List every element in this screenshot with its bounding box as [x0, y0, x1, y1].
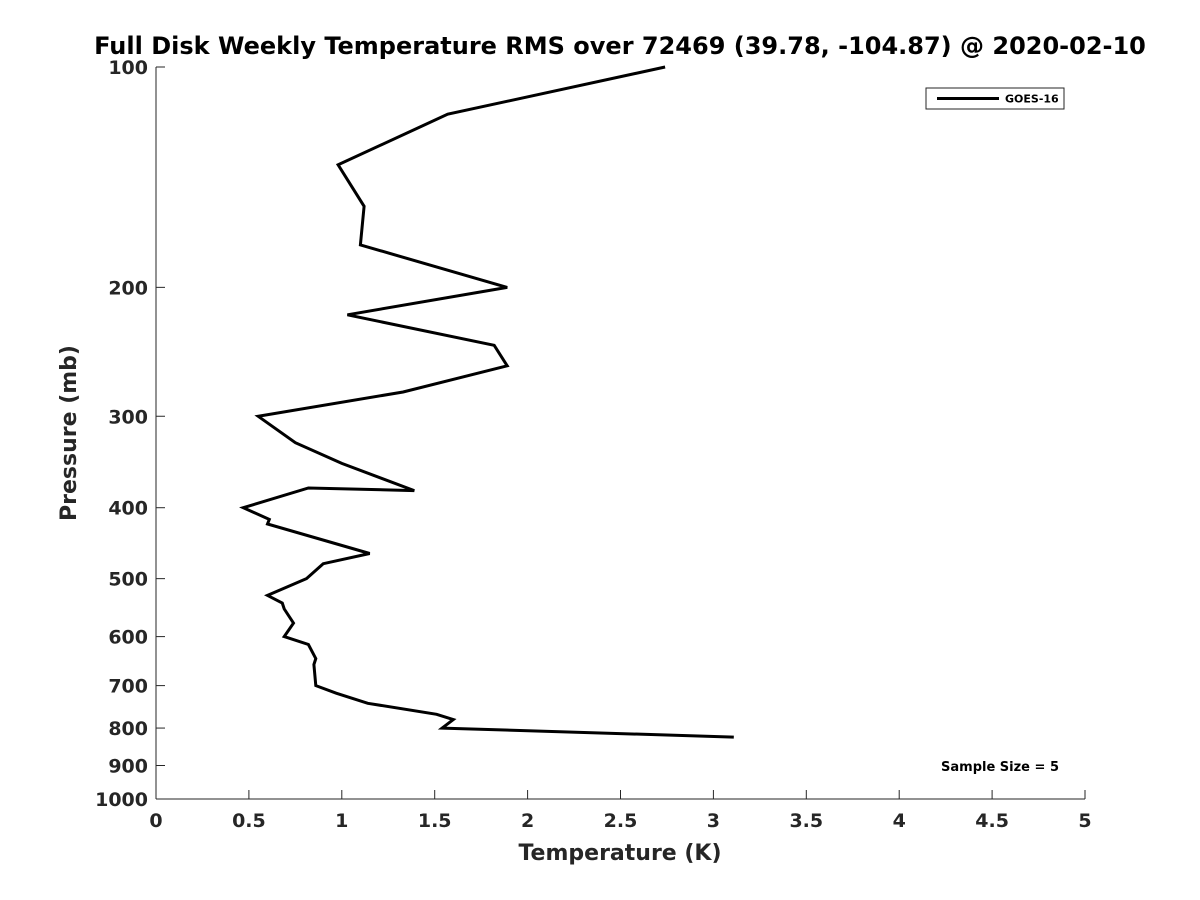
- y-tick-label: 1000: [95, 789, 148, 811]
- chart-title: Full Disk Weekly Temperature RMS over 72…: [94, 32, 1146, 60]
- sample-size-annotation: Sample Size = 5: [941, 760, 1059, 775]
- legend-label-goes-16: GOES-16: [1005, 93, 1059, 106]
- x-tick-label: 3: [707, 810, 720, 832]
- x-tick-label: 1.5: [418, 810, 452, 832]
- x-tick-label: 1: [335, 810, 348, 832]
- x-axis-label: Temperature (K): [518, 841, 721, 866]
- x-tick-label: 4.5: [975, 810, 1009, 832]
- x-tick-label: 2: [521, 810, 534, 832]
- plot-area: 0 0.5 1 1.5 2 2.5 3 3.5 4 4.5 5 100 200 300 400 500 600 7…: [95, 57, 1092, 832]
- y-tick-label: 900: [108, 756, 148, 778]
- y-tick-label: 200: [108, 277, 148, 299]
- y-tick-label: 700: [108, 676, 148, 698]
- y-tick-label: 500: [108, 569, 148, 591]
- x-tick-label: 4: [893, 810, 906, 832]
- legend: GOES-16: [925, 87, 1065, 110]
- x-tick-label: 0.5: [232, 810, 266, 832]
- y-tick-label: 100: [108, 57, 148, 79]
- y-axis-label: Pressure (mb): [57, 345, 82, 521]
- x-tick-label: 2.5: [604, 810, 638, 832]
- x-tick-label: 3.5: [789, 810, 823, 832]
- x-tick-label: 5: [1078, 810, 1091, 832]
- y-tick-label: 600: [108, 627, 148, 649]
- y-tick-label: 800: [108, 718, 148, 740]
- y-tick-label: 300: [108, 406, 148, 428]
- x-tick-label: 0: [149, 810, 162, 832]
- y-tick-label: 400: [108, 498, 148, 520]
- series-line-goes-16: [239, 65, 734, 739]
